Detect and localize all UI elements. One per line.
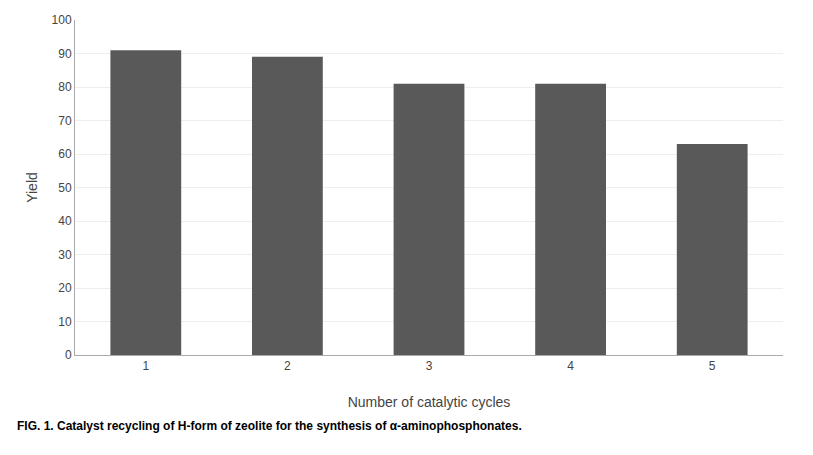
svg-text:50: 50 bbox=[58, 181, 72, 195]
svg-text:80: 80 bbox=[58, 80, 72, 94]
svg-text:70: 70 bbox=[58, 114, 72, 128]
svg-text:60: 60 bbox=[58, 147, 72, 161]
svg-text:30: 30 bbox=[58, 248, 72, 262]
svg-text:5: 5 bbox=[709, 359, 716, 373]
svg-text:Number of catalytic cycles: Number of catalytic cycles bbox=[348, 394, 511, 410]
svg-text:100: 100 bbox=[52, 13, 72, 27]
svg-text:0: 0 bbox=[65, 348, 72, 362]
svg-text:4: 4 bbox=[567, 359, 574, 373]
svg-text:10: 10 bbox=[58, 315, 72, 329]
svg-text:3: 3 bbox=[426, 359, 433, 373]
svg-text:90: 90 bbox=[58, 47, 72, 61]
svg-text:FIG. 1. Catalyst recycling of: FIG. 1. Catalyst recycling of H-form of … bbox=[17, 419, 522, 433]
svg-text:20: 20 bbox=[58, 281, 72, 295]
svg-text:2: 2 bbox=[284, 359, 291, 373]
svg-text:Yield: Yield bbox=[24, 172, 40, 203]
svg-text:1: 1 bbox=[142, 359, 149, 373]
svg-text:40: 40 bbox=[58, 214, 72, 228]
